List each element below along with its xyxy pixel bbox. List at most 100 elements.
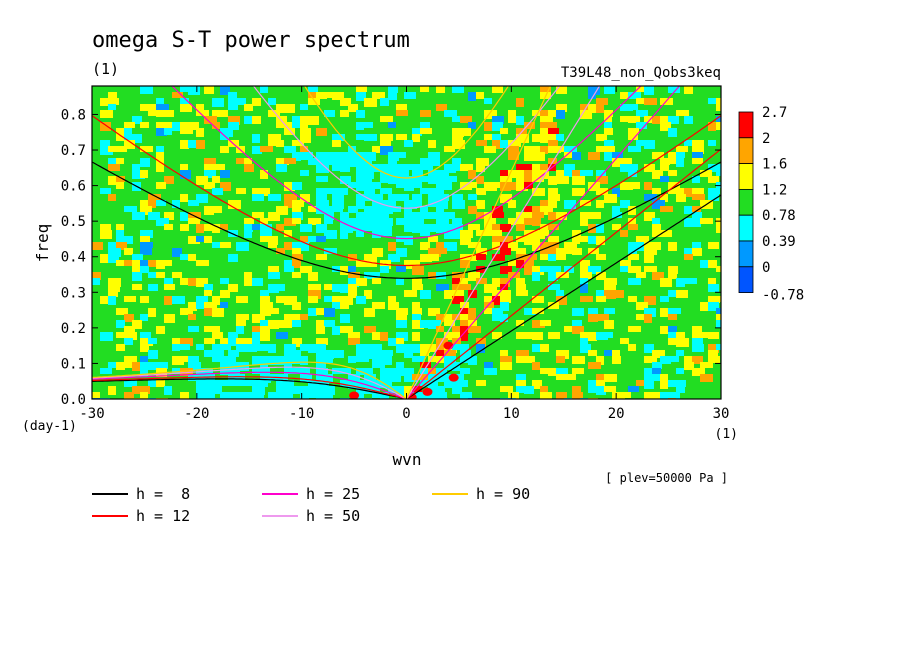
heat-cell [164, 224, 173, 230]
heat-cell [396, 278, 404, 285]
heat-cell [284, 350, 294, 359]
heat-cell [124, 206, 137, 212]
heat-cell [644, 308, 656, 317]
heat-cell [532, 152, 545, 161]
heat-cell [132, 320, 142, 329]
heat-cell [260, 146, 273, 152]
heat-cell [252, 116, 261, 124]
heat-cell [132, 260, 144, 268]
heat-cell [716, 182, 721, 188]
heat-cell [572, 356, 585, 364]
heat-cell [468, 242, 481, 248]
heat-cell [532, 206, 544, 212]
heat-cell [652, 368, 661, 374]
heat-cell [692, 152, 703, 161]
heat-cell [716, 98, 721, 105]
heat-cell [348, 374, 360, 380]
heat-cell [156, 272, 165, 278]
heat-cell [316, 320, 329, 326]
heat-cell [316, 350, 325, 357]
heat-cell [116, 176, 125, 182]
heat-cell [548, 266, 561, 274]
heat-cell [164, 176, 174, 184]
heat-cell [436, 104, 447, 111]
legend-label: h = 12 [136, 507, 190, 525]
heat-cell [612, 212, 622, 218]
heat-cell [172, 338, 181, 347]
heat-cell [324, 296, 333, 302]
heat-cell [228, 284, 238, 292]
heat-cell [460, 116, 472, 123]
plot-area [91, 85, 722, 400]
heat-cell [276, 248, 285, 254]
heat-cell [644, 242, 656, 248]
heat-cell [500, 170, 512, 177]
heat-cell [180, 98, 189, 107]
heat-cell [660, 356, 671, 364]
heat-cell [324, 218, 333, 224]
heat-cell [316, 308, 326, 315]
heat-cell [356, 356, 369, 362]
heat-cell [636, 380, 647, 386]
heat-cell [196, 296, 208, 305]
heat-cell [228, 332, 238, 340]
heat-cell [660, 380, 668, 389]
heat-cell [284, 344, 296, 352]
heat-cell [332, 296, 340, 305]
heat-cell [604, 332, 613, 338]
heat-cell [356, 170, 366, 178]
heat-cell [660, 194, 668, 202]
heat-cell [380, 218, 393, 226]
heat-cell [108, 296, 116, 305]
heat-cell [396, 386, 407, 392]
heat-cell [452, 200, 465, 209]
heat-cell [196, 224, 204, 233]
heat-cell [660, 122, 671, 131]
heat-cell [364, 260, 377, 267]
heat-cell [196, 380, 207, 386]
heat-cell [204, 224, 217, 231]
heat-cell [396, 332, 408, 341]
heat-cell [364, 254, 377, 262]
heat-cell [532, 242, 540, 251]
heat-cell [268, 110, 280, 117]
heat-cell [292, 122, 304, 128]
heat-cell [572, 230, 581, 238]
x-tick-label: 0 [402, 406, 410, 422]
y-axis-label: freq [33, 224, 52, 263]
heat-cell [324, 110, 335, 117]
heat-cell [540, 86, 551, 95]
heat-cell [412, 332, 420, 341]
heat-cell [516, 320, 524, 326]
heat-cell [124, 140, 135, 149]
heat-cell [388, 368, 400, 377]
heat-cell [324, 188, 336, 194]
heat-cell [220, 338, 231, 344]
heat-cell [316, 386, 328, 393]
heat-cell [436, 314, 448, 322]
heat-cell [468, 314, 476, 321]
heat-cell [124, 122, 135, 128]
heat-cell [396, 176, 407, 182]
heat-cell [204, 164, 214, 171]
heat-cell [116, 362, 125, 370]
heat-cell [116, 320, 125, 328]
heat-cell [308, 158, 320, 165]
heat-cell [372, 146, 385, 153]
heat-cell [708, 356, 720, 363]
heat-cell [228, 92, 237, 98]
heat-cell [124, 296, 136, 302]
heat-cell [292, 338, 302, 347]
heat-cell [596, 332, 608, 340]
heat-cell [628, 170, 637, 177]
heat-cell [300, 368, 310, 374]
colorbar-swatch [738, 240, 754, 268]
heat-cell [588, 236, 597, 244]
heat-cell [388, 374, 401, 382]
heat-cell [692, 218, 701, 227]
heat-cell [308, 92, 321, 99]
heat-cell [244, 278, 252, 286]
heat-cell [540, 344, 549, 352]
heat-cell [612, 158, 625, 167]
heat-cell [116, 344, 125, 351]
